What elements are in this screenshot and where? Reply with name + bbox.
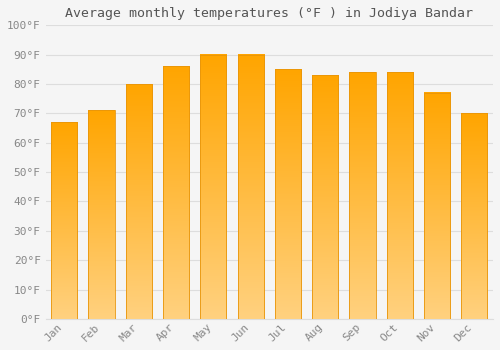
Bar [387,72,413,319]
Bar [275,69,301,319]
Bar [238,55,264,319]
Title: Average monthly temperatures (°F ) in Jodiya Bandar: Average monthly temperatures (°F ) in Jo… [66,7,474,20]
Bar [424,93,450,319]
Bar [312,75,338,319]
Bar [350,72,376,319]
Bar [88,110,115,319]
Bar [126,84,152,319]
Bar [51,122,78,319]
Bar [200,55,226,319]
Bar [462,113,487,319]
Bar [163,66,189,319]
